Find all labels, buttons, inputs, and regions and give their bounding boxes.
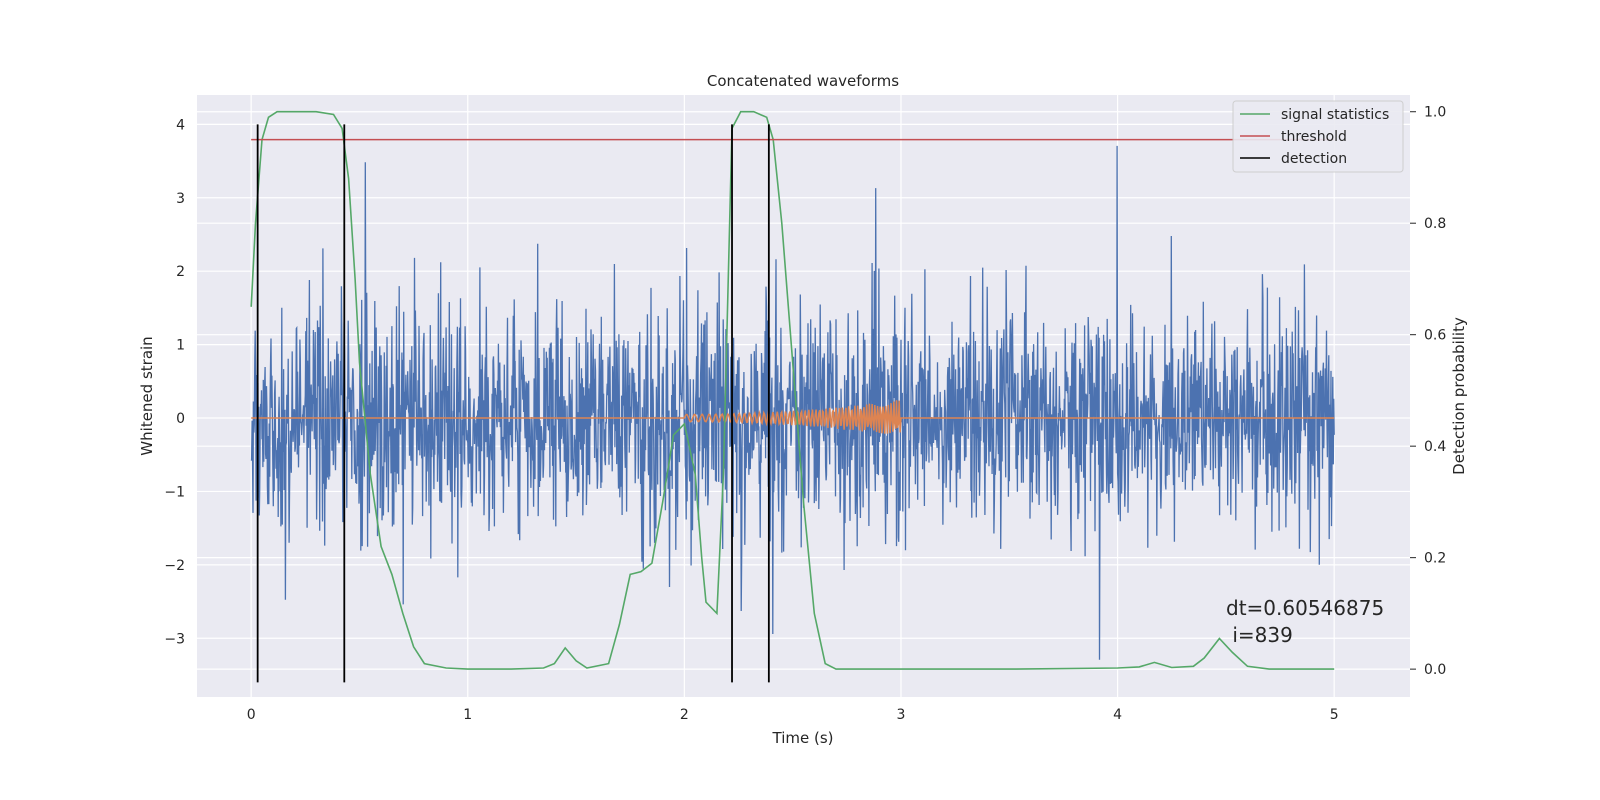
y-left-tick-label: 4 <box>176 117 185 133</box>
y-right-tick-label: 1.0 <box>1424 105 1446 121</box>
y-axis-left-ticks: −3 −2 −1 0 1 2 3 4 <box>164 117 185 647</box>
legend-label-threshold: threshold <box>1281 129 1347 145</box>
y-left-tick-label: −1 <box>164 484 185 500</box>
y-right-tick-label: 0.0 <box>1424 662 1446 678</box>
legend-box <box>1232 100 1404 173</box>
x-tick-label: 4 <box>1113 707 1122 723</box>
legend: signal statistics threshold detection <box>1232 100 1404 173</box>
y-left-tick-label: 0 <box>176 411 185 427</box>
y-axis-left-label: Whitened strain <box>138 336 156 455</box>
x-axis-label: Time (s) <box>772 729 834 747</box>
x-axis-ticks: 0 1 2 3 4 5 <box>247 707 1339 723</box>
x-tick-label: 5 <box>1330 707 1339 723</box>
legend-label-signal-statistics: signal statistics <box>1281 107 1389 123</box>
y-axis-right-label: Detection probability <box>1450 317 1468 475</box>
waveform-series-line <box>251 400 1335 434</box>
annotation-i: i=839 <box>1226 623 1293 647</box>
x-tick-label: 1 <box>463 707 472 723</box>
y-right-tick-label: 0.4 <box>1424 439 1446 455</box>
y-right-tick-label: 0.8 <box>1424 216 1446 232</box>
y-left-tick-label: −2 <box>164 558 185 574</box>
y-right-tick-label: 0.2 <box>1424 551 1446 567</box>
grid-lines <box>197 95 1410 697</box>
strain-series-line <box>250 145 1335 660</box>
y-axis-right-ticks: 0.0 0.2 0.4 0.6 0.8 1.0 <box>1410 105 1446 678</box>
signal-statistics-line <box>250 110 1335 670</box>
legend-label-detection: detection <box>1281 151 1347 167</box>
y-left-tick-label: −3 <box>164 631 185 647</box>
x-tick-label: 3 <box>897 707 906 723</box>
y-left-tick-label: 2 <box>176 264 185 280</box>
detection-lines <box>256 124 770 683</box>
x-tick-label: 2 <box>680 707 689 723</box>
y-left-tick-label: 1 <box>176 338 185 354</box>
y-left-tick-label: 3 <box>176 191 185 207</box>
annotation-dt: dt=0.60546875 <box>1226 596 1384 620</box>
x-tick-label: 0 <box>247 707 256 723</box>
chart-title: Concatenated waveforms <box>707 72 899 90</box>
y-right-tick-label: 0.6 <box>1424 328 1446 344</box>
